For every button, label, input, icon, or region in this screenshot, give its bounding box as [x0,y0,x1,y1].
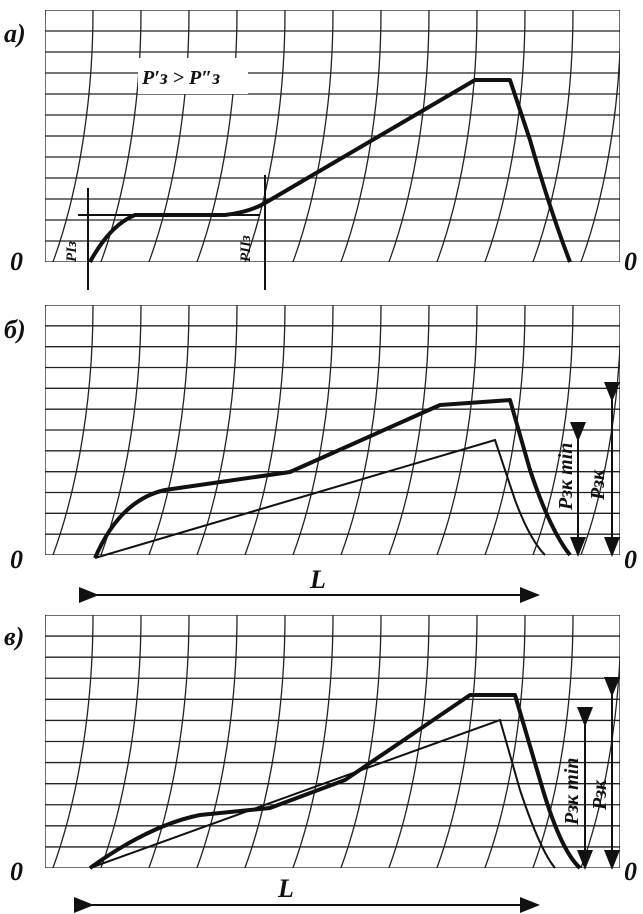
grid-curve [532,305,574,555]
grid-curve [244,10,286,262]
label-bg [138,58,248,94]
grid-curve [52,305,94,555]
grid-curve [196,10,238,262]
panel-label: в) [4,622,24,651]
panel-label: б) [4,315,26,344]
grid-curve [100,305,142,555]
length-label: L [277,874,294,903]
grid-curve [436,305,478,555]
grid-curve [436,615,478,868]
zero-right: 0 [624,545,637,574]
zero-right: 0 [624,857,637,886]
grid-curve [244,305,286,555]
zero-left: 0 [10,857,23,886]
grid-curve [45,305,46,338]
curve [88,693,582,870]
grid-curve [52,615,94,868]
grid-curve [484,10,526,262]
grid-curve [196,305,238,555]
length-label: L [309,565,326,594]
grid-curve [621,10,643,282]
grid-curve [100,10,142,262]
grid-curve [45,615,46,648]
curve [93,398,572,559]
curve [88,78,572,263]
grid-curve [621,305,643,575]
grid-curve [148,615,190,868]
p1-label: PIз [64,241,80,262]
grid-curve [532,615,574,868]
grid-curve [340,305,382,555]
panel-grid [45,305,643,575]
grid-curve [340,10,382,262]
grid-curve [45,10,46,43]
grid-curve [292,615,334,868]
relation-label: P′з > P″з [141,67,220,89]
panel-grid [45,615,643,888]
grids [45,10,643,888]
zero-right: 0 [624,247,637,276]
zero-left: 0 [10,545,23,574]
grid-curve [292,10,334,262]
pfull-label: Pзк [589,779,611,811]
curve-min [94,438,546,559]
grid-curve [436,10,478,262]
panel-grid [45,10,643,282]
grid-curve [388,305,430,555]
grid-curve [388,10,430,262]
grid-curve [532,10,574,262]
curve-min [89,718,556,869]
zero-left: 0 [10,247,23,276]
grid-curve [52,10,94,262]
grid-curve [148,10,190,262]
grid-curve [621,615,643,888]
grid-curve [148,305,190,555]
grid-curve [388,615,430,868]
grid-curve [292,305,334,555]
grid-curve [244,615,286,868]
grid-curve [196,615,238,868]
reference-lines [78,175,266,290]
pfull-label: Pзк [587,469,609,501]
pmin-label: Pзк min [555,443,577,511]
panel-label: а) [4,19,26,48]
pmin-label: Pзк min [561,758,583,826]
grid-curve [484,305,526,555]
p2-label: PIIз [238,235,254,262]
grid-curve [580,33,620,262]
